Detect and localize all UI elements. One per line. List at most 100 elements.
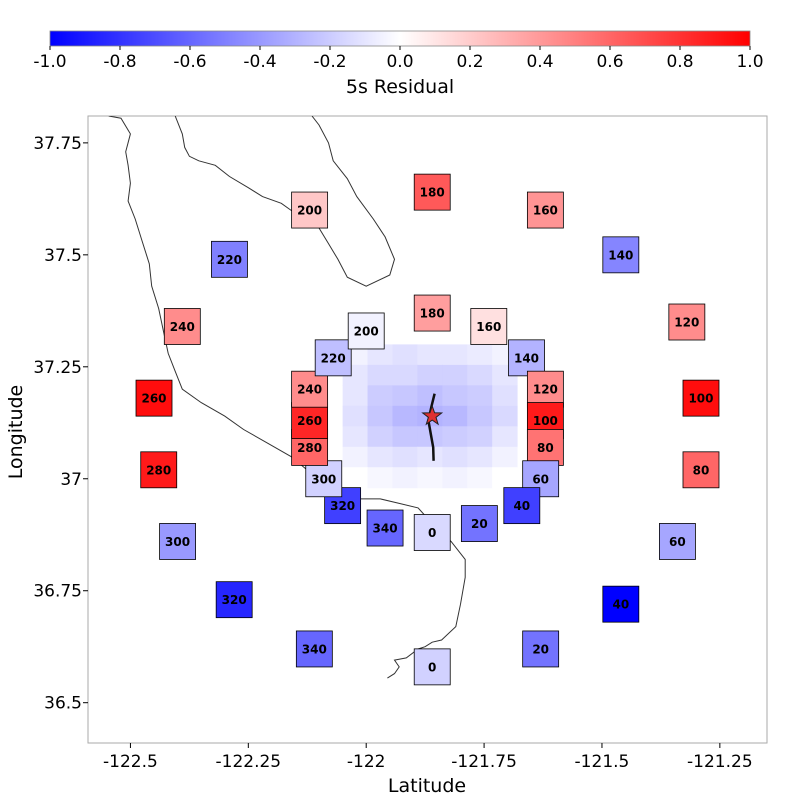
outer-ring-station: 340: [295, 630, 333, 668]
inner-ring-station: 220: [314, 339, 352, 377]
station-azimuth-label: 260: [141, 392, 166, 406]
station-box: [215, 581, 253, 619]
station-azimuth-label: 200: [297, 204, 322, 218]
colorbar-tick-label: 0.2: [456, 52, 483, 72]
station-azimuth-label: 320: [222, 593, 247, 607]
heatmap-cell: [442, 467, 468, 489]
outer-ring-station: 260: [135, 379, 173, 417]
colorbar-tick-label: 1.0: [736, 52, 763, 72]
x-tick-label: -122.25: [216, 752, 282, 772]
heatmap-cell: [467, 467, 493, 489]
station-box: [366, 509, 404, 547]
outer-ring-station: 240: [163, 308, 201, 345]
station-azimuth-label: 200: [354, 324, 379, 338]
x-tick-label: -121.5: [575, 752, 630, 772]
inner-ring-station: 20: [460, 505, 498, 542]
heatmap-cell: [367, 344, 393, 366]
station-azimuth-label: 20: [471, 517, 488, 531]
station-box: [522, 630, 560, 668]
station-azimuth-label: 80: [693, 463, 710, 477]
station-azimuth-label: 160: [476, 320, 501, 334]
station-azimuth-label: 120: [533, 383, 558, 397]
heatmap-cell: [492, 405, 518, 427]
outer-ring-station: 80: [682, 451, 720, 489]
heatmap-cell: [442, 344, 468, 366]
colorbar-tick-label: 0.6: [596, 52, 623, 72]
colorbar-tick-label: 0.0: [386, 52, 413, 72]
bay-shoreline: [174, 116, 396, 287]
station-box: [668, 303, 706, 341]
heatmap-cell: [492, 426, 518, 448]
station-azimuth-label: 240: [297, 383, 322, 397]
colorbar-tick-label: 0.4: [526, 52, 553, 72]
inner-ring-station: 200: [347, 312, 385, 350]
station-box: [291, 402, 329, 439]
heatmap-cell: [467, 426, 493, 448]
y-tick-label: 37.5: [44, 246, 82, 266]
station-azimuth-label: 240: [170, 320, 195, 334]
station-markers: 1801601401201008060402003403203002802602…: [135, 173, 720, 686]
heatmap-cell: [417, 385, 443, 407]
colorbar-tick-label: -0.8: [103, 52, 136, 72]
outer-ring-station: 20: [522, 630, 560, 668]
colorbar-bar: [49, 30, 751, 47]
station-box: [159, 523, 196, 560]
x-tick-label: -121.25: [687, 752, 753, 772]
outer-ring-station: 160: [526, 191, 564, 229]
outer-ring-station: 120: [668, 303, 706, 341]
inner-ring-station: 300: [305, 460, 343, 498]
colorbar: -1.0 -0.8 -0.6 -0.4 -0.2 0.0 0.2 0.4 0.6 0.8 1.0 5…: [33, 30, 764, 98]
heatmap-cell: [442, 446, 468, 468]
station-azimuth-label: 40: [612, 598, 629, 612]
station-box: [163, 308, 201, 345]
heatmap-cell: [367, 426, 393, 448]
heatmap-cell: [392, 405, 418, 427]
x-tick-label: -122.5: [103, 752, 158, 772]
outer-ring-station: 200: [291, 191, 329, 229]
heatmap-cell: [367, 467, 393, 489]
epicenter-star-icon: [421, 404, 444, 426]
outer-ring-station: 60: [659, 523, 696, 560]
station-azimuth-label: 280: [297, 441, 322, 455]
heatmap-cell: [417, 446, 443, 468]
station-azimuth-label: 100: [533, 414, 558, 428]
station-azimuth-label: 0: [428, 526, 436, 540]
station-box: [503, 487, 541, 525]
station-azimuth-label: 220: [217, 253, 242, 267]
y-tick-label: 37.25: [33, 358, 82, 378]
station-azimuth-label: 300: [165, 535, 190, 549]
heatmap-cell: [417, 344, 443, 366]
station-azimuth-label: 140: [608, 248, 633, 262]
heatmap-cell: [392, 446, 418, 468]
heatmap-cell: [367, 446, 393, 468]
station-box: [526, 191, 564, 229]
station-box: [508, 339, 545, 377]
outer-ring-station: 220: [211, 240, 248, 278]
heatmap-cell: [342, 467, 369, 489]
station-box: [211, 240, 248, 278]
station-azimuth-label: 80: [537, 441, 554, 455]
heatmap-cell: [392, 385, 418, 407]
outer-ring-station: 40: [602, 585, 640, 623]
station-box: [659, 523, 696, 560]
station-azimuth-label: 120: [674, 316, 699, 330]
station-azimuth-label: 40: [513, 499, 530, 513]
inner-ring-station: 240: [291, 370, 329, 408]
heatmap-cell: [392, 344, 418, 366]
station-azimuth-label: 180: [420, 307, 445, 321]
heatmap-cell: [467, 364, 493, 386]
y-axis-label: Longitude: [5, 385, 27, 480]
heatmap-cell: [442, 385, 468, 407]
station-azimuth-label: 140: [514, 351, 539, 365]
x-tick-label: -122: [347, 752, 386, 772]
station-box: [413, 648, 451, 686]
heatmap-cell: [392, 364, 418, 386]
inner-ring-station: 320: [324, 487, 362, 525]
inner-ring-station: 0: [413, 514, 451, 551]
heatmap-cell: [342, 405, 369, 427]
outer-ring-station: 100: [682, 379, 720, 417]
station-azimuth-label: 300: [311, 472, 336, 486]
colorbar-tick-label: -0.2: [313, 52, 346, 72]
colorbar-tick-label: -0.4: [243, 52, 276, 72]
